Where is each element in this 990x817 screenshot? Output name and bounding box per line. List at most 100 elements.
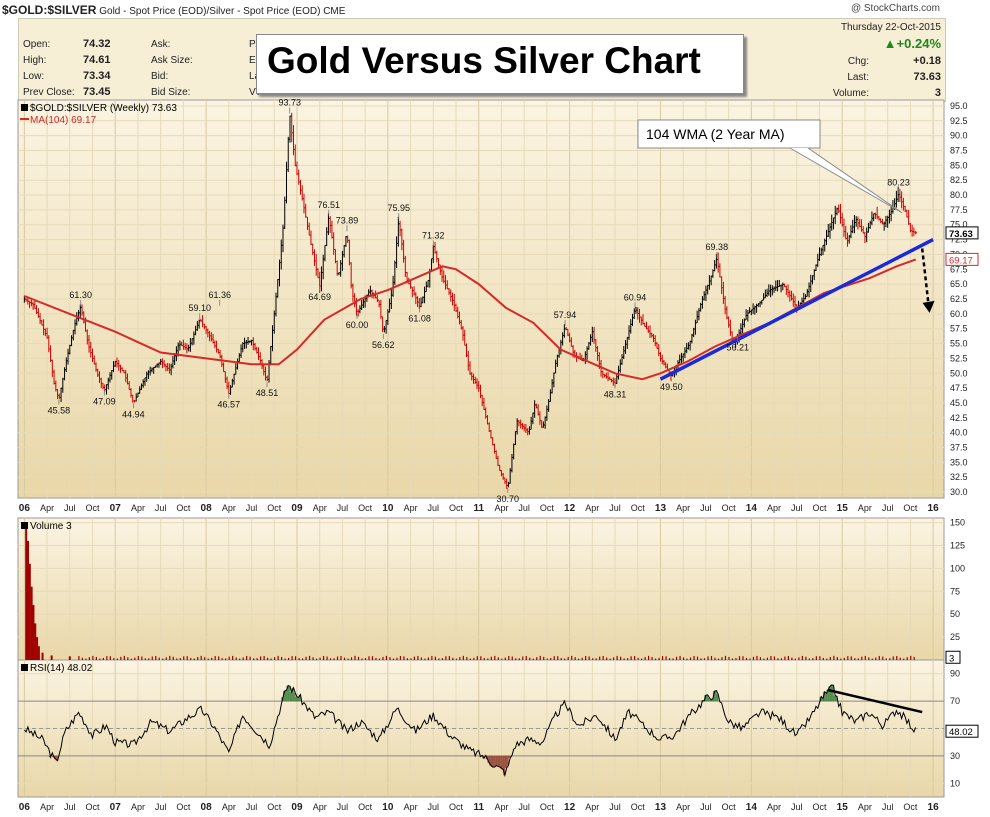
overlay-title: Gold Versus Silver Chart: [267, 40, 701, 81]
volume-bar-small: [794, 658, 796, 660]
price-y-tick-label: 65.0: [950, 279, 968, 289]
rsi-oversold-fill: [506, 755, 509, 766]
volume-bar-small: [585, 656, 587, 660]
price-label: 64.69: [308, 292, 331, 302]
volume-bar-small: [186, 656, 188, 660]
rsi-overbought-fill: [821, 698, 824, 702]
x-tick-label-upper: Oct: [176, 503, 191, 513]
rsi-oversold-fill: [489, 755, 492, 766]
symbol-description: Gold - Spot Price (EOD)/Silver - Spot Pr…: [99, 6, 321, 17]
volume-bar-small: [200, 655, 202, 660]
la-partial: La: [249, 71, 261, 82]
x-tick-label-lower: Apr: [767, 802, 781, 812]
x-tick-label-upper: 14: [746, 503, 758, 514]
down-arrow-line: [920, 248, 930, 306]
volume-bar-small: [452, 657, 454, 660]
rsi-oversold-fill: [503, 755, 506, 776]
rsi-oversold-fill: [485, 755, 488, 760]
x-tick-label-upper: Apr: [585, 503, 599, 513]
ask-size-label: Ask Size:: [151, 55, 193, 66]
x-tick-label-upper: Apr: [858, 503, 872, 513]
rsi-overbought-fill: [296, 697, 300, 702]
x-tick-label-upper: 09: [291, 503, 303, 514]
rsi-oversold-fill: [52, 755, 55, 758]
volume-bar-small: [682, 657, 685, 660]
chg-label: Chg:: [847, 56, 869, 67]
open-label: Open:: [23, 39, 51, 50]
volume-bar-small: [455, 658, 457, 660]
rsi-oversold-fill: [497, 755, 500, 767]
x-tick-label-upper: Oct: [812, 503, 827, 513]
price-label: 61.36: [208, 290, 231, 300]
change-percent: ▲+0.24%: [884, 36, 941, 51]
volume-legend: Volume 3: [30, 521, 72, 532]
last-price-tag: 73.63: [949, 229, 973, 240]
volume-bar-small: [522, 656, 524, 660]
volume-bar-small: [647, 655, 650, 660]
volume-bar: [34, 623, 37, 660]
volume-bar-small: [214, 656, 216, 660]
volume-bar-small: [274, 657, 276, 660]
price-y-tick-label: 55.0: [950, 339, 968, 349]
last-label: Last:: [847, 72, 869, 83]
volume-bar-small: [305, 656, 307, 660]
volume-bar-small: [714, 657, 716, 660]
volume-bar-small: [281, 656, 283, 660]
rsi-overbought-fill: [295, 696, 298, 702]
x-tick-label-lower: Oct: [449, 802, 464, 812]
x-tick-label-lower: Apr: [585, 802, 599, 812]
rsi-overbought-fill: [281, 697, 284, 702]
x-tick-label-upper: 12: [564, 503, 576, 514]
volume-bar-small: [574, 657, 576, 660]
volume-bar-small: [896, 656, 898, 660]
x-tick-label-lower: Oct: [540, 802, 555, 812]
price-y-tick-label: 32.5: [950, 472, 968, 482]
volume-bar-small: [221, 658, 223, 660]
volume-bar-small: [298, 658, 300, 660]
price-label: 73.89: [336, 215, 359, 225]
volume-bar-small: [623, 658, 625, 660]
x-tick-label-lower: 10: [382, 802, 394, 813]
x-tick-label-upper: Oct: [631, 503, 646, 513]
volume-bar-small: [850, 656, 852, 660]
rsi-overbought-fill: [709, 699, 712, 702]
x-tick-label-lower: Apr: [494, 802, 508, 812]
rsi-y-tick-label: 10: [950, 778, 960, 788]
volume-bar-small: [815, 656, 817, 660]
x-tick-label-lower: Jul: [518, 802, 530, 812]
volume-bar-small: [333, 658, 335, 660]
volume-bar-small: [759, 657, 762, 660]
volume-bar-small: [378, 658, 381, 660]
price-legend: $GOLD:$SILVER (Weekly) 73.63: [30, 103, 177, 114]
volume-bar-small: [529, 657, 531, 660]
volume-panel: [17, 517, 945, 661]
rsi-overbought-fill: [289, 692, 293, 702]
volume-bar-small: [508, 655, 510, 660]
ma-tag-box: [945, 252, 979, 266]
volume-bar: [36, 637, 39, 660]
rsi-overbought-fill: [291, 687, 294, 702]
volume-bar-small: [497, 657, 499, 660]
price-label: 76.51: [318, 200, 341, 210]
volume-bar-small: [99, 658, 101, 660]
volume-bar-small: [536, 657, 538, 660]
high-label: High:: [23, 55, 47, 66]
volume-bar-small: [235, 657, 237, 660]
volume-bar-small: [459, 657, 461, 660]
price-y-tick-label: 90.0: [950, 131, 968, 141]
volume-bar-small: [424, 658, 426, 660]
x-tick-label-upper: Oct: [722, 503, 737, 513]
volume-bar-small: [109, 656, 111, 660]
rsi-overbought-fill: [712, 691, 715, 702]
volume-bar-small: [696, 656, 699, 660]
volume-bar-small: [543, 656, 545, 660]
x-tick-label-lower: Jul: [791, 802, 803, 812]
x-tick-label-upper: Jul: [337, 503, 349, 513]
price-y-tick-label: 75.0: [950, 220, 968, 230]
price-label: 60.00: [346, 320, 369, 330]
volume-bar-small: [791, 657, 793, 660]
volume-bar-small: [689, 657, 692, 660]
volume-bar-small: [770, 656, 772, 660]
volume-bar-small: [371, 656, 374, 660]
